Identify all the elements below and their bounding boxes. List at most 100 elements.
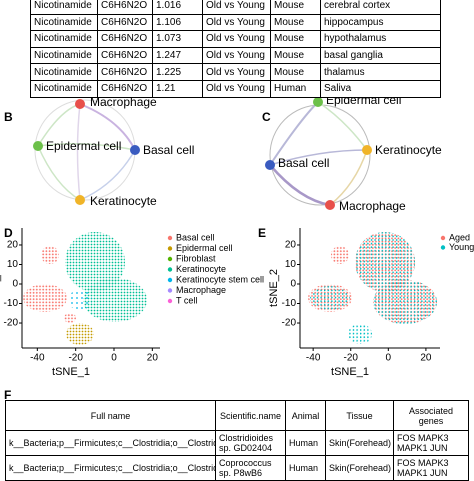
- table-cell: 1.247: [152, 46, 203, 65]
- legend-swatch: [167, 235, 173, 241]
- legend-label: Fibroblast: [176, 253, 216, 263]
- panel-label: D: [4, 226, 13, 240]
- table-cell: C6H6N2O: [97, 46, 153, 65]
- legend-label: Macrophage: [176, 285, 226, 295]
- table-cell: Nicotinamide: [30, 63, 98, 81]
- table-row: Full name Scientific.name Animal Tissue Asso…: [5, 400, 469, 431]
- node-label: Epidermal cell: [46, 139, 121, 153]
- panel-label: C: [262, 110, 271, 124]
- table-cell: Mouse: [270, 30, 321, 48]
- legend-swatch: [167, 246, 173, 251]
- y-tick-label: 0: [290, 279, 296, 290]
- table-cell: Nicotinamide: [30, 79, 98, 98]
- table-row: Nicotinamide C6H6N2O 1.073 Old vs Young Mous…: [30, 30, 441, 48]
- y-tick-label: -10: [282, 298, 297, 309]
- table-cell: Old vs Young: [202, 63, 271, 81]
- table-cell: hypothalamus: [320, 30, 441, 48]
- table-cell: Old vs Young: [202, 0, 271, 15]
- table-cell: FOS MAPK3 MAPK1 JUN: [393, 455, 469, 481]
- table-cell: 1.073: [152, 30, 203, 48]
- panel-label: F: [4, 388, 11, 402]
- table-cell: Mouse: [270, 0, 321, 15]
- table-cell: C6H6N2O: [97, 30, 153, 48]
- node-label: Basal cell: [143, 143, 194, 157]
- y-tick-label: -20: [4, 318, 19, 329]
- table-cell: Nicotinamide: [30, 30, 98, 48]
- scatter-d: [23, 232, 147, 345]
- header-cell: Associated genes: [393, 400, 469, 431]
- table-cell: C6H6N2O: [97, 0, 153, 15]
- y-tick-label: 20: [7, 240, 19, 251]
- header-cell: Tissue: [325, 400, 394, 431]
- table-cell: Mouse: [270, 63, 321, 81]
- header-cell: Full name: [5, 400, 216, 431]
- top-table: Nicotinamide C6H6N2O 1.016 Old vs Young Mous…: [30, 0, 441, 98]
- x-axis-label: tSNE_1: [52, 366, 90, 378]
- y-tick-label: 0: [12, 279, 18, 290]
- legend-swatch: [440, 235, 446, 241]
- table-cell: Saliva: [320, 79, 441, 98]
- x-axis-label: tSNE_1: [331, 366, 369, 378]
- node-label: Macrophage: [339, 199, 406, 213]
- table-row: Nicotinamide C6H6N2O 1.21 Old vs Young Human…: [30, 79, 441, 98]
- table-cell: C6H6N2O: [97, 13, 153, 32]
- y-tick-label: 20: [285, 240, 297, 251]
- legend-swatch: [440, 245, 446, 250]
- node-label: Keratinocyte: [375, 143, 442, 157]
- header-cell: Scientific.name: [215, 400, 286, 431]
- bottom-table: Full name Scientific.name Animal Tissue Asso…: [5, 400, 469, 481]
- table-cell: 1.21: [152, 79, 203, 98]
- table-row: Nicotinamide C6H6N2O 1.247 Old vs Young Mous…: [30, 46, 441, 65]
- table-cell: Human: [285, 430, 326, 456]
- table-cell: basal ganglia: [320, 46, 441, 65]
- legend-swatch: [167, 267, 173, 272]
- legend-label: Epidermal cell: [176, 243, 233, 253]
- x-tick-label: 20: [420, 353, 432, 364]
- table-cell: Coprococcus sp. P8wB6: [215, 455, 286, 481]
- x-tick-label: -20: [344, 353, 359, 364]
- table-cell: 1.106: [152, 13, 203, 32]
- y-tick-label: 10: [7, 259, 19, 270]
- x-tick-label: 0: [386, 353, 392, 364]
- table-cell: Human: [270, 79, 321, 98]
- table-row: Nicotinamide C6H6N2O 1.016 Old vs Young Mous…: [30, 0, 441, 15]
- table-cell: Old vs Young: [202, 79, 271, 98]
- table-cell: Mouse: [270, 13, 321, 32]
- legend-label: Aged: [449, 232, 470, 242]
- table-cell: Clostridioides sp. GD02404: [215, 430, 286, 456]
- panel-label: B: [4, 110, 13, 124]
- legend-label: Keratinocyte stem cell: [176, 274, 264, 284]
- header-cell: Animal: [285, 400, 326, 431]
- table-cell: Old vs Young: [202, 30, 271, 48]
- y-axis-label: tSNE_2: [0, 269, 2, 307]
- y-axis-label: tSNE_2: [268, 269, 280, 307]
- table-cell: thalamus: [320, 63, 441, 81]
- table-cell: FOS MAPK3 MAPK1 JUN: [393, 430, 469, 456]
- table-cell: 1.016: [152, 0, 203, 15]
- y-tick-label: -20: [282, 318, 297, 329]
- table-cell: Nicotinamide: [30, 46, 98, 65]
- table-cell: Human: [285, 455, 326, 481]
- legend-swatch: [167, 256, 173, 262]
- table-row: Nicotinamide C6H6N2O 1.106 Old vs Young Mous…: [30, 13, 441, 32]
- x-tick-label: -20: [68, 353, 83, 364]
- node-label: Keratinocyte: [90, 194, 157, 208]
- table-cell: k__Bacteria;p__Firmicutes;c__Clostridia;…: [5, 430, 216, 456]
- table-cell: Nicotinamide: [30, 13, 98, 32]
- table-cell: cerebral cortex: [320, 0, 441, 15]
- y-tick-label: -10: [4, 298, 19, 309]
- network-c: Epidermal cell Keratinocyte Basal cell M…: [265, 93, 442, 213]
- table-row: k__Bacteria;p__Firmicutes;c__Clostridia;…: [5, 430, 469, 456]
- node-label: Basal cell: [278, 156, 329, 170]
- table-cell: Old vs Young: [202, 13, 271, 32]
- y-tick-label: 10: [285, 259, 297, 270]
- table-row: Nicotinamide C6H6N2O 1.225 Old vs Young Mous…: [30, 63, 441, 81]
- table-row: k__Bacteria;p__Firmicutes;c__Clostridia;…: [5, 455, 469, 481]
- table-cell: Skin(Forehead): [325, 455, 394, 481]
- table-cell: C6H6N2O: [97, 79, 153, 98]
- table-cell: 1.225: [152, 63, 203, 81]
- table-cell: Old vs Young: [202, 46, 271, 65]
- x-tick-label: -40: [30, 353, 45, 364]
